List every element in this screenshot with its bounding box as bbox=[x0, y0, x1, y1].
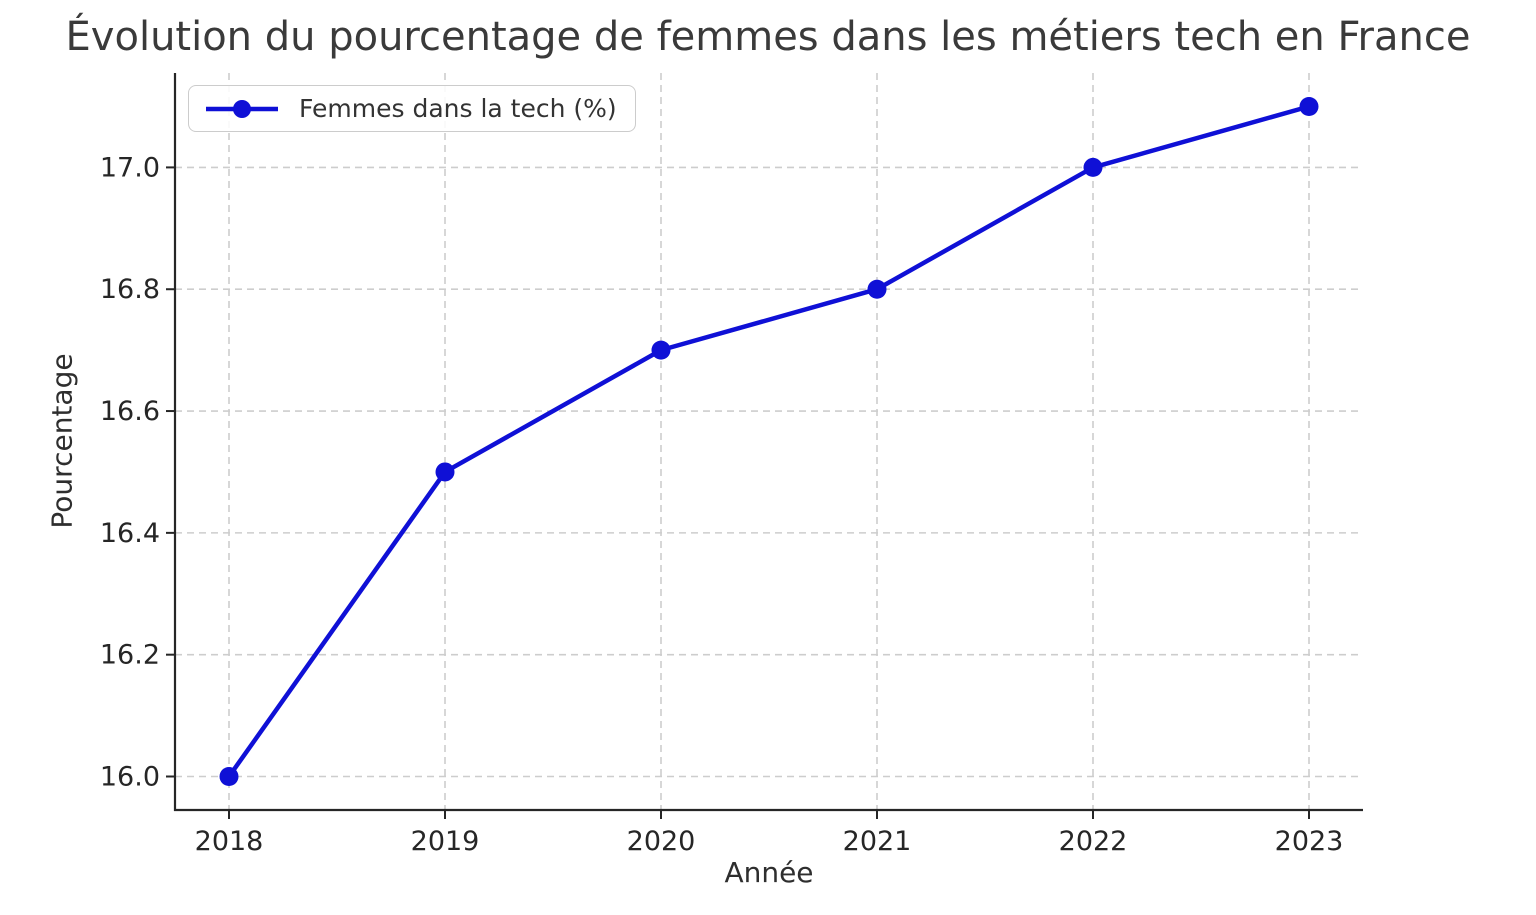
x-tick-label: 2018 bbox=[195, 826, 264, 857]
x-tick-label: 2022 bbox=[1059, 826, 1128, 857]
legend-line-marker-icon bbox=[206, 99, 278, 118]
y-tick-label: 16.0 bbox=[100, 762, 160, 793]
chart-title: Évolution du pourcentage de femmes dans … bbox=[65, 14, 1471, 60]
data-point bbox=[435, 462, 455, 482]
y-tick-label: 16.6 bbox=[100, 396, 160, 427]
legend-label: Femmes dans la tech (%) bbox=[299, 94, 617, 123]
x-tick-label: 2019 bbox=[411, 826, 480, 857]
x-axis-label: Année bbox=[724, 856, 814, 889]
y-tick-label: 16.8 bbox=[100, 274, 160, 305]
y-tick-label: 16.2 bbox=[100, 640, 160, 671]
x-tick-label: 2020 bbox=[627, 826, 696, 857]
chart-legend: Femmes dans la tech (%) bbox=[188, 85, 636, 132]
y-axis-label: Pourcentage bbox=[45, 353, 79, 529]
data-point bbox=[1299, 97, 1319, 116]
data-point bbox=[651, 340, 671, 360]
legend-sample-marker bbox=[233, 99, 251, 118]
y-tick-label: 16.4 bbox=[100, 518, 160, 549]
data-point bbox=[867, 279, 887, 299]
data-point bbox=[1083, 157, 1103, 177]
data-point bbox=[219, 767, 239, 786]
y-tick-label: 17.0 bbox=[100, 152, 160, 183]
x-tick-label: 2023 bbox=[1275, 826, 1344, 857]
series-line bbox=[226, 104, 1312, 779]
x-tick-label: 2021 bbox=[843, 826, 912, 857]
